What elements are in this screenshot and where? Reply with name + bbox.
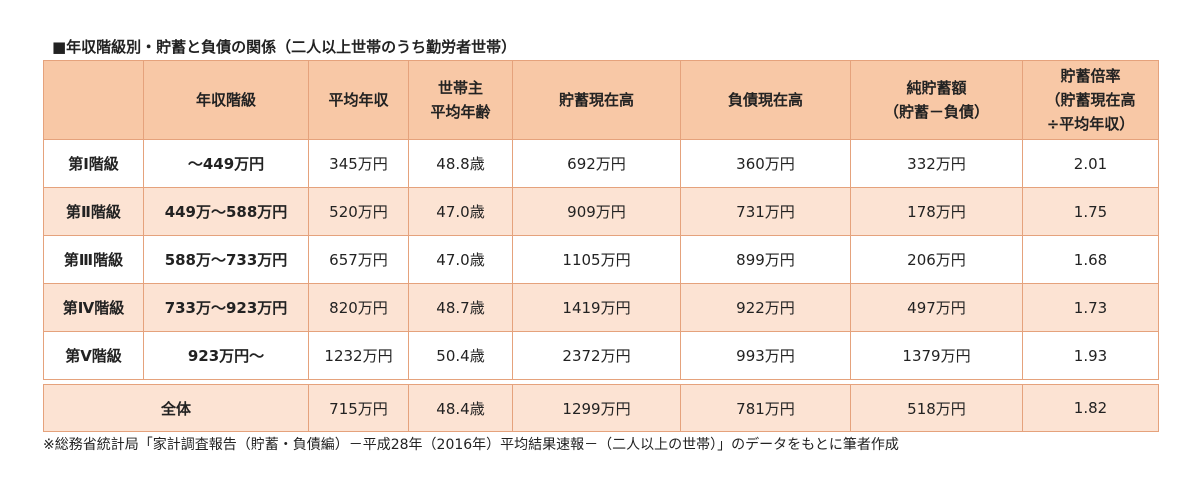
header-cell: 貯蓄倍率 （貯蓄現在高 ÷平均年収） [1022,60,1159,140]
header-text: 世帯主 [437,79,483,97]
table-cell: 820万円 [308,283,409,332]
table-cell: 497万円 [850,283,1023,332]
header-text: 貯蓄現在高 [558,91,634,109]
table-row: 第Ⅰ階級 ～449万円 345万円 48.8歳 692万円 360万円 332万円 2.01 [43,139,1159,188]
table-row: 第Ⅲ階級 588万～733万円 657万円 47.0歳 1105万円 899万円 206万円… [43,235,1159,284]
table-cell: 345万円 [308,139,409,188]
table-cell: 993万円 [680,331,851,380]
header-cell: 平均年収 [308,60,409,140]
table-cell: 715万円 [308,384,409,432]
table-cell: 909万円 [512,187,681,236]
table-cell: 332万円 [850,139,1023,188]
table-cell: 48.4歳 [408,384,513,432]
header-cell: 貯蓄現在高 [512,60,681,140]
header-text: ÷平均年収） [1046,115,1135,133]
header-cell [43,60,144,140]
table-cell: 1379万円 [850,331,1023,380]
header-cell: 年収階級 [143,60,309,140]
table-cell: 1.68 [1022,235,1159,284]
table-cell: 923万円～ [143,331,309,380]
table-cell: 全体 [43,384,309,432]
header-text: 平均年齢 [430,103,491,121]
table-cell: 2.01 [1022,139,1159,188]
table-cell: 1.82 [1022,384,1159,432]
table-cell: 731万円 [680,187,851,236]
table-cell: 48.8歳 [408,139,513,188]
table-cell: 520万円 [308,187,409,236]
table-cell: 第Ⅱ階級 [43,187,144,236]
table-cell: 922万円 [680,283,851,332]
header-text: （貯蓄－負債） [883,103,989,121]
table-cell: 第Ⅰ階級 [43,139,144,188]
header-text: 平均年収 [328,91,389,109]
table-cell: 449万～588万円 [143,187,309,236]
table-cell: 1.75 [1022,187,1159,236]
table-row: 第Ⅱ階級 449万～588万円 520万円 47.0歳 909万円 731万円 178万円 1… [43,187,1159,236]
header-text: 純貯蓄額 [906,79,967,97]
table-cell: 588万～733万円 [143,235,309,284]
table-cell: 1299万円 [512,384,681,432]
footnote: ※総務省統計局「家計調査報告（貯蓄・負債編）－平成28年（2016年）平均結果速… [43,437,899,453]
table-row: 第Ⅳ階級 733万～923万円 820万円 48.7歳 1419万円 922万円 497万円… [43,283,1159,332]
table-cell: 360万円 [680,139,851,188]
table-cell: 899万円 [680,235,851,284]
table-cell: 50.4歳 [408,331,513,380]
table-cell: 1.73 [1022,283,1159,332]
table-cell: 47.0歳 [408,187,513,236]
table-cell: 第Ⅴ階級 [43,331,144,380]
table-cell: 1232万円 [308,331,409,380]
table-cell: 47.0歳 [408,235,513,284]
table-cell: 657万円 [308,235,409,284]
table-cell: 第Ⅲ階級 [43,235,144,284]
table-row: 第Ⅴ階級 923万円～ 1232万円 50.4歳 2372万円 993万円 1379万円 1.… [43,331,1159,380]
header-text: 年収階級 [195,91,256,109]
table-cell: 1.93 [1022,331,1159,380]
table-cell: 733万～923万円 [143,283,309,332]
table-cell: 1105万円 [512,235,681,284]
title: ■年収階級別・貯蓄と負債の関係（二人以上世帯のうち勤労者世帯） [52,38,517,56]
table-cell: 1419万円 [512,283,681,332]
table-cell: ～449万円 [143,139,309,188]
table-cell: 518万円 [850,384,1023,432]
header-row: 年収階級 平均年収 世帯主平均年齢 貯蓄現在高 負債現在高 純貯蓄額 （貯蓄－負債） 貯蓄倍率… [43,60,1159,140]
table-cell: 48.7歳 [408,283,513,332]
header-text: 負債現在高 [727,91,803,109]
total-table: 全体 715万円 48.4歳 1299万円 781万円 518万円 1.82 [43,384,1159,432]
header-cell: 純貯蓄額 （貯蓄－負債） [850,60,1023,140]
header-text: 貯蓄倍率 [1060,67,1121,85]
table-cell: 2372万円 [512,331,681,380]
table-cell: 781万円 [680,384,851,432]
data-table: 年収階級 平均年収 世帯主平均年齢 貯蓄現在高 負債現在高 純貯蓄額 （貯蓄－負債） 貯蓄倍率… [43,60,1159,380]
header-cell: 負債現在高 [680,60,851,140]
table-cell: 206万円 [850,235,1023,284]
total-row: 全体 715万円 48.4歳 1299万円 781万円 518万円 1.82 [43,384,1159,432]
header-cell: 世帯主 平均年齢 [408,60,513,140]
header-text: （貯蓄現在高 [1045,91,1136,109]
table-cell: 178万円 [850,187,1023,236]
table-cell: 692万円 [512,139,681,188]
table-cell: 第Ⅳ階級 [43,283,144,332]
